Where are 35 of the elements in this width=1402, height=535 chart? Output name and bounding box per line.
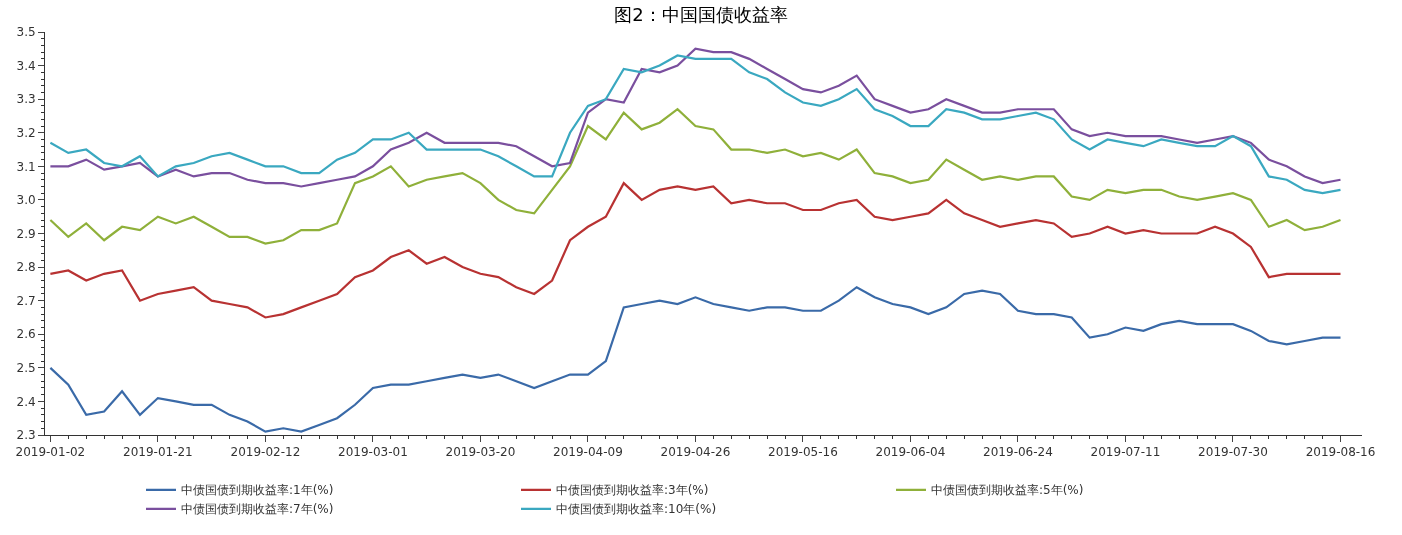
line-series	[49, 182, 1342, 319]
y-tick-label: 2.7	[16, 293, 36, 308]
y-tick-label: 2.3	[16, 428, 36, 443]
chart-title: 图2：中国国债收益率	[614, 3, 788, 25]
x-tick-label: 2019-07-30	[1198, 445, 1268, 460]
x-tick-label: 2019-01-02	[15, 445, 86, 460]
x-tick-label: 2019-03-20	[445, 445, 516, 460]
line-series	[49, 108, 1342, 245]
x-tick-label: 2019-08-16	[1305, 445, 1376, 460]
y-tick-label: 2.6	[16, 327, 36, 342]
y-tick-label: 3.3	[16, 92, 36, 107]
legend-label: 中债国债到期收益率:7年(%)	[181, 502, 334, 517]
x-tick-label: 2019-06-04	[875, 445, 946, 460]
y-tick-label: 2.4	[16, 394, 36, 409]
y-tick-label: 3.5	[16, 25, 36, 40]
x-tick-label: 2019-06-24	[983, 445, 1053, 460]
y-tick-label: 2.9	[16, 226, 36, 241]
legend-label: 中债国债到期收益率:1年(%)	[181, 483, 334, 498]
x-tick-label: 2019-04-09	[553, 445, 623, 460]
y-tick-label: 2.5	[16, 361, 36, 376]
x-tick-label: 2019-02-12	[230, 445, 301, 460]
x-tick-label: 2019-05-16	[768, 445, 838, 460]
line-series	[49, 286, 1342, 433]
legend-label: 中债国债到期收益率:3年(%)	[556, 483, 709, 498]
x-tick-label: 2019-01-21	[123, 445, 193, 460]
x-tick-label: 2019-04-26	[660, 445, 731, 460]
y-tick-label: 3.0	[16, 193, 36, 208]
y-tick-label: 3.1	[16, 159, 36, 174]
x-tick-label: 2019-07-11	[1090, 445, 1161, 460]
y-tick-label: 3.4	[16, 58, 36, 73]
x-tick-label: 2019-03-01	[338, 445, 408, 460]
legend-label: 中债国债到期收益率:10年(%)	[556, 502, 717, 517]
y-tick-label: 3.2	[16, 125, 36, 140]
y-tick-label: 2.8	[16, 260, 36, 275]
legend-label: 中债国债到期收益率:5年(%)	[931, 483, 1084, 498]
